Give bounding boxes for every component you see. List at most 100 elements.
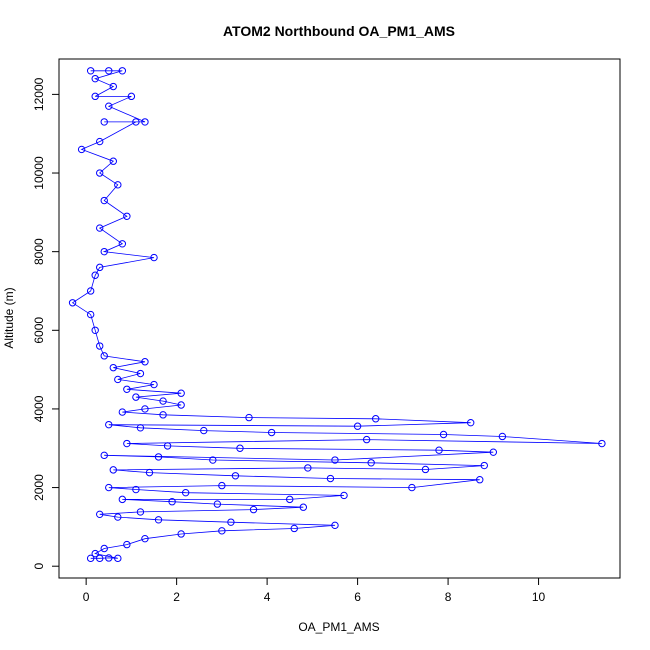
- data-point: [476, 476, 484, 484]
- data-point: [304, 464, 312, 472]
- data-point: [86, 67, 95, 75]
- data-point: [118, 67, 127, 75]
- data-point: [96, 263, 104, 272]
- data-point: [141, 534, 149, 543]
- data-point: [439, 430, 448, 439]
- data-point: [86, 554, 95, 563]
- x-tick-label: 4: [264, 590, 271, 604]
- data-point: [118, 408, 127, 416]
- data-point: [154, 453, 163, 461]
- data-point: [159, 397, 167, 405]
- data-point: [105, 554, 113, 562]
- y-tick-label: 12000: [32, 77, 46, 111]
- data-point: [96, 169, 104, 177]
- data-point: [114, 375, 122, 384]
- x-tick-label: 6: [354, 590, 361, 604]
- data-point: [150, 253, 158, 262]
- data-point: [145, 468, 154, 477]
- data-point: [105, 102, 113, 110]
- y-tick-label: 2000: [32, 474, 46, 501]
- data-point: [367, 459, 375, 467]
- data-point: [326, 474, 335, 483]
- data-point: [105, 67, 113, 75]
- data-point: [362, 435, 371, 444]
- data-point: [114, 181, 122, 189]
- data-point: [100, 352, 108, 360]
- y-axis-label: Altitude (m): [2, 287, 16, 348]
- x-tick-label: 10: [532, 590, 546, 604]
- data-point: [100, 118, 108, 126]
- data-point: [96, 137, 104, 146]
- data-point: [231, 472, 240, 480]
- data-point: [218, 481, 226, 490]
- data-point: [236, 444, 244, 452]
- data-point: [177, 530, 185, 538]
- data-point: [141, 405, 149, 413]
- data-point: [267, 428, 276, 437]
- y-tick-label: 10000: [32, 156, 46, 190]
- x-axis-label: OA_PM1_AMS: [298, 620, 379, 634]
- y-tick-label: 8000: [32, 238, 46, 265]
- data-point: [100, 451, 108, 460]
- y-tick-label: 4000: [32, 395, 46, 422]
- data-point: [123, 439, 131, 448]
- data-point: [480, 461, 488, 470]
- data-point: [91, 271, 99, 279]
- series-line: [71, 70, 602, 559]
- x-axis: 0 2 4 6 8 10: [83, 577, 546, 604]
- data-point: [91, 549, 99, 558]
- data-point: [77, 145, 86, 154]
- data-point: [421, 465, 430, 474]
- data-point: [598, 439, 606, 448]
- data-point: [109, 363, 117, 372]
- data-point: [227, 518, 235, 526]
- data-point: [86, 287, 95, 295]
- data-point: [467, 418, 475, 427]
- data-point: [127, 92, 136, 101]
- data-point: [331, 521, 339, 530]
- data-point: [109, 157, 117, 165]
- data-point: [408, 483, 416, 492]
- data-point: [132, 118, 140, 126]
- data-point: [100, 544, 108, 553]
- data-point: [105, 483, 113, 492]
- y-axis: 0 2000 4000 6000 8000 10000 12000: [32, 77, 60, 570]
- chart-title: ATOM2 Northbound OA_PM1_AMS: [223, 23, 455, 39]
- data-point: [100, 247, 108, 256]
- data-point: [91, 74, 99, 83]
- data-point: [136, 369, 145, 378]
- y-tick-label: 0: [32, 563, 46, 570]
- data-point: [96, 224, 104, 232]
- data-point: [136, 508, 145, 516]
- data-point: [86, 310, 95, 319]
- data-point: [209, 456, 217, 464]
- y-tick-label: 6000: [32, 317, 46, 344]
- data-point: [340, 491, 348, 500]
- data-point: [123, 385, 131, 393]
- data-point: [150, 380, 158, 389]
- data-point: [68, 299, 77, 307]
- data-point: [132, 393, 140, 401]
- data-point: [371, 415, 380, 423]
- data-point: [290, 524, 298, 533]
- data-point: [96, 342, 104, 350]
- data-point: [435, 446, 443, 454]
- data-point: [489, 448, 498, 456]
- data-point: [91, 326, 99, 334]
- plot-area: [68, 67, 606, 563]
- data-point: [118, 495, 127, 504]
- x-tick-label: 0: [83, 590, 90, 604]
- data-point: [299, 503, 308, 511]
- data-point: [163, 442, 172, 450]
- data-point: [286, 495, 294, 504]
- data-point: [136, 424, 145, 432]
- data-point: [159, 411, 167, 419]
- x-tick-label: 2: [173, 590, 180, 604]
- data-point: [132, 485, 140, 494]
- data-point: [123, 540, 131, 549]
- data-point: [100, 196, 108, 205]
- data-point: [249, 505, 258, 514]
- data-point: [118, 240, 127, 248]
